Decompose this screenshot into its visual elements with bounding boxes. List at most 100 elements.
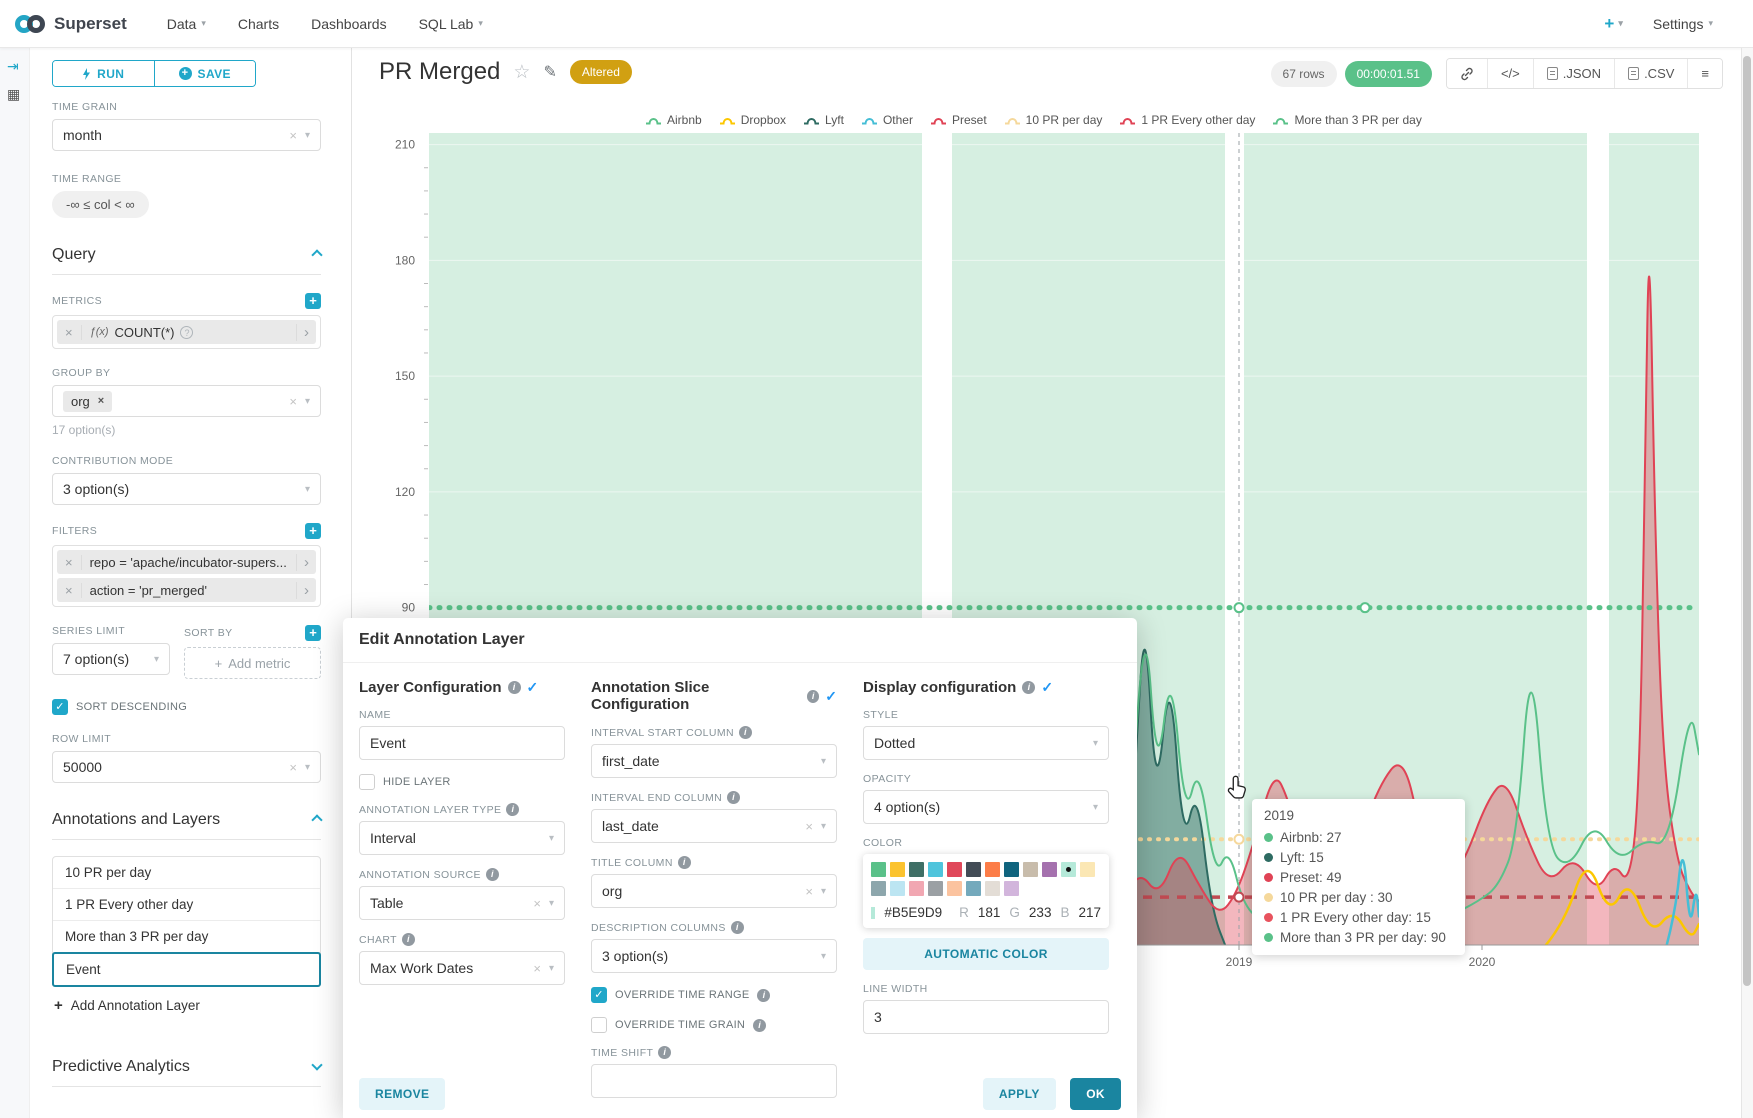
chevron-right-icon[interactable]: ›	[296, 581, 316, 599]
time-range-pill[interactable]: -∞ ≤ col < ∞	[52, 191, 149, 218]
color-swatch[interactable]	[871, 862, 886, 877]
annotations-section-header[interactable]: Annotations and Layers	[52, 811, 323, 840]
color-swatch[interactable]	[985, 862, 1000, 877]
clear-icon[interactable]: ×	[289, 127, 297, 143]
predictive-section-header[interactable]: Predictive Analytics	[52, 1058, 323, 1087]
automatic-color-button[interactable]: AUTOMATIC COLOR	[863, 938, 1109, 970]
add-sort-metric-button[interactable]: +	[305, 625, 321, 641]
interval-start-select[interactable]: first_date ▾	[591, 744, 837, 778]
nav-data[interactable]: Data ▾	[166, 15, 206, 32]
group-by-select[interactable]: org × × ▾	[52, 385, 321, 417]
altered-badge[interactable]: Altered	[569, 60, 632, 84]
favorite-star-icon[interactable]: ☆	[513, 61, 531, 83]
nav-dashboards[interactable]: Dashboards	[311, 15, 387, 32]
legend-item[interactable]: 10 PR per day	[1004, 113, 1102, 127]
clear-icon[interactable]: ×	[533, 960, 541, 976]
info-icon[interactable]: i	[757, 988, 771, 1002]
annotation-layer-row[interactable]: 1 PR Every other day	[53, 889, 320, 921]
override-time-grain-checkbox[interactable]	[591, 1017, 607, 1033]
ok-button[interactable]: OK	[1070, 1078, 1121, 1110]
remove-icon[interactable]: ×	[97, 395, 105, 407]
override-time-range-row[interactable]: OVERRIDE TIME RANGE i	[591, 987, 837, 1003]
legend-item[interactable]: Airbnb	[645, 113, 702, 127]
scrollbar-thumb[interactable]	[1743, 56, 1751, 986]
legend-item[interactable]: Preset	[930, 113, 987, 127]
info-icon[interactable]: i	[727, 791, 741, 804]
run-button[interactable]: RUN	[53, 61, 154, 86]
color-swatch[interactable]	[909, 862, 924, 877]
remove-icon[interactable]: ×	[57, 324, 82, 340]
color-swatch[interactable]	[1023, 862, 1038, 877]
settings-menu[interactable]: Settings ▾	[1652, 15, 1713, 32]
nav-charts[interactable]: Charts	[237, 15, 280, 32]
info-icon[interactable]: i	[753, 1018, 767, 1032]
color-swatch[interactable]	[1004, 881, 1019, 896]
info-icon[interactable]: i	[485, 868, 499, 881]
info-icon[interactable]: i	[730, 921, 744, 934]
dataset-grid-icon[interactable]: ▦	[7, 86, 21, 102]
annotation-layer-type-select[interactable]: Interval ▾	[359, 821, 565, 855]
color-swatch[interactable]	[947, 881, 962, 896]
info-icon[interactable]: i	[401, 933, 415, 946]
sort-by-add-metric[interactable]: + Add metric	[184, 647, 321, 679]
description-columns-select[interactable]: 3 option(s) ▾	[591, 939, 837, 973]
hide-layer-checkbox[interactable]	[359, 774, 375, 790]
remove-icon[interactable]: ×	[57, 582, 82, 598]
clear-icon[interactable]: ×	[289, 393, 297, 409]
add-filter-button[interactable]: +	[305, 523, 321, 539]
annotation-layer-row[interactable]: Event	[52, 952, 321, 987]
superset-logo[interactable]: Superset	[14, 14, 127, 34]
view-query-button[interactable]: </>	[1486, 59, 1533, 88]
group-by-chip[interactable]: org ×	[63, 390, 113, 412]
legend-item[interactable]: 1 PR Every other day	[1119, 113, 1255, 127]
chevron-right-icon[interactable]: ›	[296, 323, 316, 341]
series-limit-select[interactable]: 7 option(s) ▾	[52, 643, 170, 675]
color-swatch[interactable]	[985, 881, 1000, 896]
color-swatch[interactable]	[928, 862, 943, 877]
color-swatch[interactable]	[928, 881, 943, 896]
sort-descending-row[interactable]: SORT DESCENDING	[52, 699, 321, 715]
override-time-range-checkbox[interactable]	[591, 987, 607, 1003]
add-annotation-layer[interactable]: + Add Annotation Layer	[54, 997, 200, 1014]
remove-icon[interactable]: ×	[57, 554, 82, 570]
title-column-select[interactable]: org × ▾	[591, 874, 837, 908]
new-button[interactable]: + ▾	[1604, 13, 1623, 33]
color-swatch[interactable]	[1080, 862, 1095, 877]
sort-descending-checkbox[interactable]	[52, 699, 68, 715]
opacity-select[interactable]: 4 option(s) ▾	[863, 790, 1109, 824]
time-shift-input[interactable]	[591, 1064, 837, 1098]
filter-chip[interactable]: × action = 'pr_merged' ›	[57, 578, 316, 602]
clear-icon[interactable]: ×	[805, 818, 813, 834]
chart-select[interactable]: Max Work Dates × ▾	[359, 951, 565, 985]
line-width-input[interactable]	[863, 1000, 1109, 1034]
legend-item[interactable]: Dropbox	[719, 113, 786, 127]
clear-icon[interactable]: ×	[289, 759, 297, 775]
apply-button[interactable]: APPLY	[982, 1078, 1056, 1110]
info-icon[interactable]: i	[677, 856, 691, 869]
hide-layer-row[interactable]: HIDE LAYER	[359, 774, 565, 790]
export-json-button[interactable]: .JSON	[1532, 59, 1615, 88]
info-icon[interactable]: i	[658, 1046, 672, 1059]
query-section-header[interactable]: Query	[52, 246, 323, 275]
color-swatch[interactable]	[1004, 862, 1019, 877]
interval-end-select[interactable]: last_date × ▾	[591, 809, 837, 843]
style-select[interactable]: Dotted ▾	[863, 726, 1109, 760]
legend-item[interactable]: More than 3 PR per day	[1272, 113, 1422, 127]
row-limit-select[interactable]: 50000 × ▾	[52, 751, 321, 783]
export-csv-button[interactable]: .CSV	[1614, 59, 1688, 88]
info-icon[interactable]: i	[1022, 681, 1036, 694]
color-swatch[interactable]	[966, 862, 981, 877]
info-icon[interactable]: i	[806, 689, 820, 703]
annotation-layer-row[interactable]: More than 3 PR per day	[53, 921, 320, 953]
metric-chip[interactable]: × ƒ(x) COUNT(*) ? ›	[57, 320, 316, 344]
nav-sql-lab[interactable]: SQL Lab ▾	[418, 15, 483, 32]
filter-chip[interactable]: × repo = 'apache/incubator-supers... ›	[57, 550, 316, 574]
legend-item[interactable]: Other	[861, 113, 913, 127]
share-link-button[interactable]	[1446, 59, 1487, 88]
color-swatch[interactable]	[1061, 862, 1076, 877]
color-swatch[interactable]	[966, 881, 981, 896]
page-scrollbar[interactable]	[1741, 48, 1753, 1118]
contribution-mode-select[interactable]: 3 option(s) ▾	[52, 473, 321, 505]
info-icon[interactable]: i	[738, 726, 752, 739]
time-grain-select[interactable]: month × ▾	[52, 119, 321, 151]
